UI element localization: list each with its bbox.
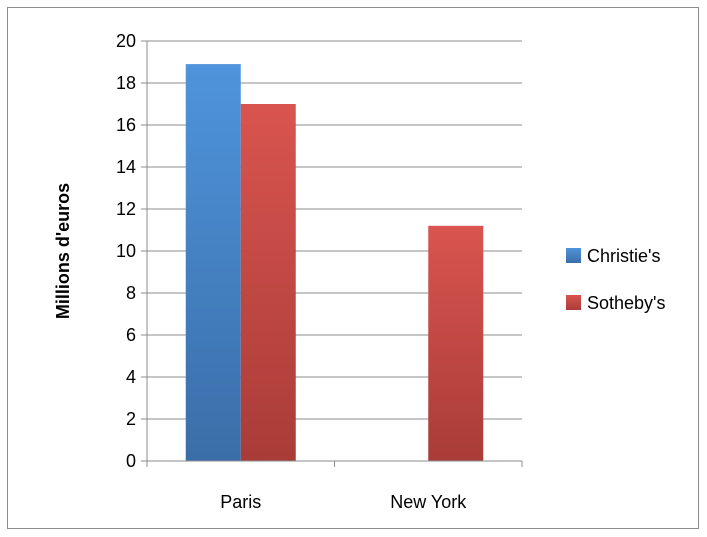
legend-swatch — [566, 248, 581, 263]
x-tick-label: New York — [390, 492, 467, 512]
y-axis-title: Millions d'euros — [53, 183, 73, 319]
bar-sotheby-s-paris — [240, 104, 296, 461]
y-tick-label: 4 — [126, 367, 136, 387]
axes — [141, 40, 523, 467]
y-tick-label: 14 — [116, 157, 136, 177]
legend-swatch — [566, 295, 581, 310]
legend-label: Christie's — [587, 246, 660, 266]
y-tick-label: 20 — [116, 31, 136, 51]
y-tick-labels: 0 2 4 6 8 10 12 14 16 18 20 — [116, 31, 136, 471]
y-tick-label: 6 — [126, 325, 136, 345]
legend: Christie's Sotheby's — [566, 246, 666, 313]
y-tick-label: 18 — [116, 73, 136, 93]
bar-sotheby-s-new-york — [428, 225, 484, 461]
bars — [185, 64, 484, 461]
x-tick-label: Paris — [220, 492, 261, 512]
y-tick-label: 0 — [126, 451, 136, 471]
chart-frame — [7, 7, 699, 529]
y-tick-label: 16 — [116, 115, 136, 135]
y-tick-label: 10 — [116, 241, 136, 261]
legend-label: Sotheby's — [587, 293, 666, 313]
y-tick-label: 12 — [116, 199, 136, 219]
x-tick-labels: Paris New York — [220, 492, 467, 512]
y-tick-label: 2 — [126, 409, 136, 429]
bar-christie-s-paris — [185, 64, 241, 461]
y-tick-label: 8 — [126, 283, 136, 303]
